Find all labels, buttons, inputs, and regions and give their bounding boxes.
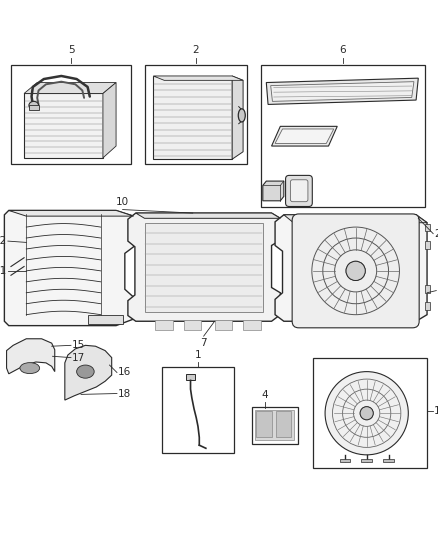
Bar bbox=[243, 320, 261, 330]
Polygon shape bbox=[9, 211, 134, 216]
Text: 11: 11 bbox=[0, 266, 7, 276]
Ellipse shape bbox=[29, 101, 39, 109]
Bar bbox=[276, 411, 291, 437]
Bar bbox=[145, 65, 247, 164]
Text: 5: 5 bbox=[68, 45, 75, 55]
Polygon shape bbox=[103, 83, 116, 158]
Bar bbox=[162, 367, 234, 453]
Polygon shape bbox=[153, 76, 243, 80]
Text: 16: 16 bbox=[118, 367, 131, 377]
Polygon shape bbox=[136, 213, 280, 219]
Circle shape bbox=[346, 261, 365, 280]
Bar bbox=[256, 411, 272, 437]
Text: 21: 21 bbox=[434, 229, 438, 239]
Polygon shape bbox=[88, 314, 123, 324]
Polygon shape bbox=[263, 181, 284, 201]
Ellipse shape bbox=[77, 365, 94, 378]
Polygon shape bbox=[272, 126, 337, 146]
Text: 13: 13 bbox=[434, 406, 438, 416]
Polygon shape bbox=[4, 211, 134, 326]
Bar bbox=[383, 459, 394, 462]
Bar bbox=[11, 65, 131, 164]
Bar bbox=[155, 320, 173, 330]
Bar bbox=[361, 459, 372, 462]
Bar bbox=[425, 241, 430, 249]
Text: 18: 18 bbox=[118, 389, 131, 399]
Bar bbox=[215, 320, 232, 330]
Polygon shape bbox=[24, 93, 103, 158]
Polygon shape bbox=[24, 83, 116, 93]
Bar bbox=[339, 459, 350, 462]
Polygon shape bbox=[275, 215, 427, 321]
Bar bbox=[255, 410, 294, 440]
Circle shape bbox=[325, 372, 408, 455]
Polygon shape bbox=[7, 339, 55, 374]
Polygon shape bbox=[266, 78, 418, 104]
Polygon shape bbox=[275, 129, 334, 143]
Polygon shape bbox=[284, 215, 427, 223]
Text: 8: 8 bbox=[437, 286, 438, 296]
Text: 2: 2 bbox=[192, 45, 199, 55]
Polygon shape bbox=[128, 213, 280, 321]
FancyBboxPatch shape bbox=[290, 180, 308, 201]
Ellipse shape bbox=[20, 362, 39, 374]
Circle shape bbox=[360, 407, 373, 420]
Bar bbox=[186, 374, 195, 381]
Bar bbox=[425, 223, 430, 231]
Bar bbox=[29, 106, 39, 110]
Ellipse shape bbox=[238, 109, 245, 122]
Text: 10: 10 bbox=[116, 197, 129, 207]
Bar bbox=[425, 302, 430, 310]
Bar bbox=[313, 359, 427, 468]
Text: 17: 17 bbox=[72, 353, 85, 362]
Polygon shape bbox=[232, 76, 243, 159]
Text: 12: 12 bbox=[0, 236, 7, 246]
Bar bbox=[252, 407, 298, 444]
Text: 6: 6 bbox=[339, 45, 346, 55]
FancyBboxPatch shape bbox=[286, 175, 312, 206]
Polygon shape bbox=[145, 223, 263, 312]
Polygon shape bbox=[65, 345, 112, 400]
Text: 4: 4 bbox=[261, 390, 268, 400]
Polygon shape bbox=[271, 82, 414, 101]
Polygon shape bbox=[153, 76, 232, 159]
Text: 7: 7 bbox=[200, 338, 207, 349]
Text: 15: 15 bbox=[72, 341, 85, 350]
FancyBboxPatch shape bbox=[292, 214, 419, 328]
Bar bbox=[184, 320, 201, 330]
Bar bbox=[261, 65, 425, 207]
Text: 1: 1 bbox=[194, 350, 201, 360]
Bar bbox=[425, 285, 430, 293]
